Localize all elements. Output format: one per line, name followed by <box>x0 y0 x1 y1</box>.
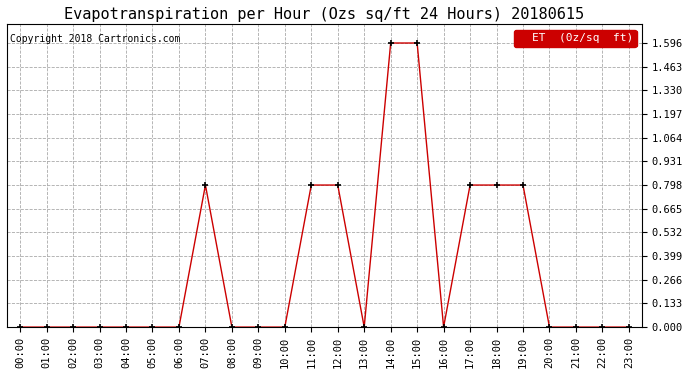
Text: Copyright 2018 Cartronics.com: Copyright 2018 Cartronics.com <box>10 34 181 44</box>
Title: Evapotranspiration per Hour (Ozs sq/ft 24 Hours) 20180615: Evapotranspiration per Hour (Ozs sq/ft 2… <box>64 7 584 22</box>
Legend: ET  (0z/sq  ft): ET (0z/sq ft) <box>514 30 637 47</box>
